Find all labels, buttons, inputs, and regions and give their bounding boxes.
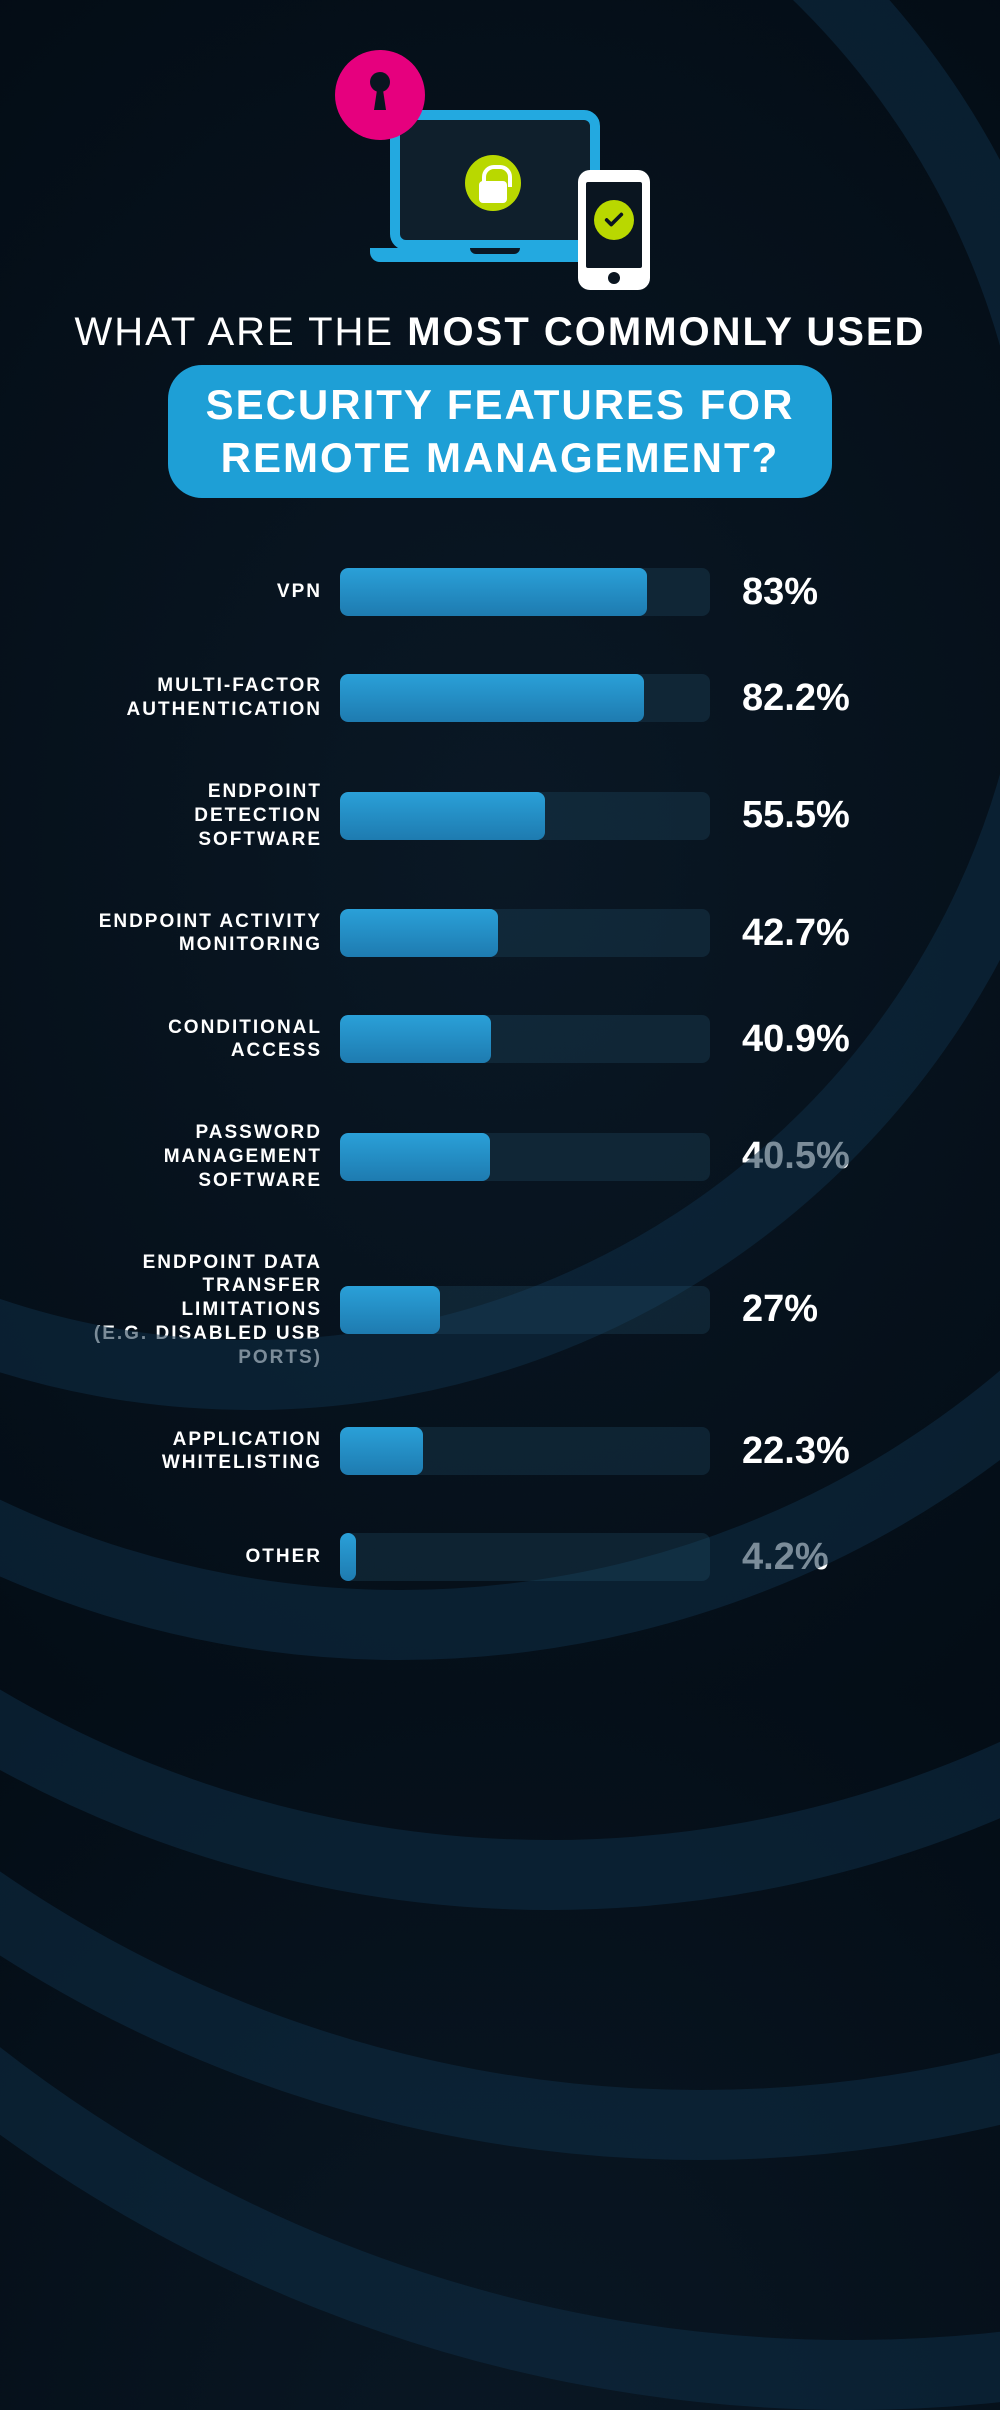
bar-track [340,1015,710,1063]
bar-fill [340,568,647,616]
bar-fill [340,1286,440,1334]
bar-row: OTHER 4.2% [80,1533,920,1581]
bar-percentage: 82.2% [710,677,890,720]
title-pill: SECURITY FEATURES FORREMOTE MANAGEMENT? [168,365,833,498]
bar-percentage: 40.9% [710,1018,890,1061]
bar-label: ENDPOINT DETECTIONSOFTWARE [80,780,340,851]
bar-track [340,1533,710,1581]
bar-label: PASSWORDMANAGEMENTSOFTWARE [80,1121,340,1192]
bar-fill [340,1015,491,1063]
bar-percentage: 40.5% [710,1135,890,1178]
bar-fill [340,674,644,722]
bar-label: APPLICATIONWHITELISTING [80,1428,340,1476]
bar-label: VPN [80,580,340,604]
title-light: WHAT ARE THE [75,310,395,354]
bar-label: OTHER [80,1545,340,1569]
unlock-icon [465,155,521,211]
bar-row: VPN 83% [80,568,920,616]
bar-track [340,1286,710,1334]
bar-fill [340,1133,490,1181]
bar-fill [340,1427,423,1475]
bar-row: PASSWORDMANAGEMENTSOFTWARE 40.5% [80,1121,920,1192]
hero-illustration [370,60,630,290]
title-bold: MOST COMMONLY USED [407,310,925,354]
bar-track [340,568,710,616]
bar-track [340,674,710,722]
laptop-notch-icon [470,248,520,254]
title-block: WHAT ARE THE MOST COMMONLY USED SECURITY… [0,310,1000,498]
bar-percentage: 42.7% [710,912,890,955]
keyhole-icon [335,50,425,140]
bar-track [340,1133,710,1181]
bar-fill [340,1533,356,1581]
bar-row: MULTI-FACTORAUTHENTICATION 82.2% [80,674,920,722]
bar-row: ENDPOINT DATATRANSFER LIMITATIONS(E.G. D… [80,1251,920,1370]
bar-row: APPLICATIONWHITELISTING 22.3% [80,1427,920,1475]
bar-track [340,1427,710,1475]
bar-percentage: 55.5% [710,794,890,837]
bar-percentage: 83% [710,571,890,614]
bar-label: CONDITIONALACCESS [80,1016,340,1064]
bar-chart: VPN 83% MULTI-FACTORAUTHENTICATION 82.2% END… [80,568,920,1581]
checkmark-icon [594,200,634,240]
bar-percentage: 22.3% [710,1430,890,1473]
bar-label: ENDPOINT ACTIVITYMONITORING [80,910,340,958]
bar-row: CONDITIONALACCESS 40.9% [80,1015,920,1063]
bar-percentage: 27% [710,1288,890,1331]
bar-track [340,792,710,840]
bar-track [340,909,710,957]
bar-label: ENDPOINT DATATRANSFER LIMITATIONS(E.G. D… [80,1251,340,1370]
title-line1: WHAT ARE THE MOST COMMONLY USED [0,310,1000,355]
bar-percentage: 4.2% [710,1536,890,1579]
bar-label: MULTI-FACTORAUTHENTICATION [80,674,340,722]
bar-fill [340,909,498,957]
bar-row: ENDPOINT ACTIVITYMONITORING 42.7% [80,909,920,957]
bar-row: ENDPOINT DETECTIONSOFTWARE 55.5% [80,780,920,851]
bar-fill [340,792,545,840]
